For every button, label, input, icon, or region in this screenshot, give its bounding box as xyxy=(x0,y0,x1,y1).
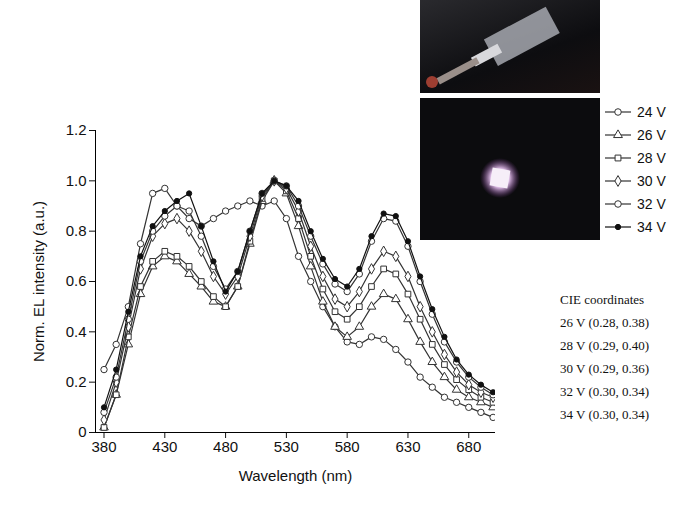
svg-text:380: 380 xyxy=(91,438,116,455)
svg-text:430: 430 xyxy=(152,438,177,455)
html-text:30 V: 30 V xyxy=(637,172,666,189)
html-text:26 V (0.28, 0.38): 26 V (0.28, 0.38) xyxy=(560,315,650,330)
svg-text:1.0: 1.0 xyxy=(66,172,87,189)
html-text:CIE coordinates: CIE coordinates xyxy=(560,292,645,307)
html-text:32 V (0.30, 0.34): 32 V (0.30, 0.34) xyxy=(560,384,650,399)
html-text:28 V (0.29, 0.40): 28 V (0.29, 0.40) xyxy=(560,338,650,353)
svg-text:0.8: 0.8 xyxy=(66,222,87,239)
svg-text:630: 630 xyxy=(395,438,420,455)
svg-text:0.6: 0.6 xyxy=(66,272,87,289)
svg-text:Norm. EL intensity (a.u.): Norm. EL intensity (a.u.) xyxy=(30,201,47,362)
html-text:26 V: 26 V xyxy=(637,126,666,143)
svg-text:0: 0 xyxy=(78,423,86,440)
html-text:34 V: 34 V xyxy=(637,218,666,235)
svg-text:480: 480 xyxy=(213,438,238,455)
svg-text:1.2: 1.2 xyxy=(66,121,87,138)
svg-text:0.2: 0.2 xyxy=(66,373,87,390)
html-text:34 V (0.30, 0.34): 34 V (0.30, 0.34) xyxy=(560,407,650,422)
svg-text:Wavelength (nm): Wavelength (nm) xyxy=(239,467,353,484)
html-text:24 V: 24 V xyxy=(637,103,666,120)
html-text:28 V: 28 V xyxy=(637,149,666,166)
svg-text:530: 530 xyxy=(274,438,299,455)
svg-text:580: 580 xyxy=(335,438,360,455)
svg-text:680: 680 xyxy=(456,438,481,455)
svg-text:0.4: 0.4 xyxy=(66,323,87,340)
html-text:32 V: 32 V xyxy=(637,195,666,212)
html-text:30 V (0.29, 0.36): 30 V (0.29, 0.36) xyxy=(560,361,650,376)
